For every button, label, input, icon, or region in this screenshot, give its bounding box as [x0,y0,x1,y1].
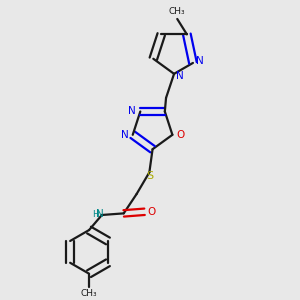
Text: S: S [146,171,154,181]
Text: O: O [176,130,184,140]
Text: N: N [128,106,136,116]
Text: O: O [148,207,156,217]
Text: N: N [96,209,104,219]
Text: CH₃: CH₃ [169,8,186,16]
Text: CH₃: CH₃ [81,289,98,298]
Text: N: N [176,71,184,81]
Text: N: N [121,130,129,140]
Text: H: H [92,209,99,218]
Text: N: N [196,56,204,66]
